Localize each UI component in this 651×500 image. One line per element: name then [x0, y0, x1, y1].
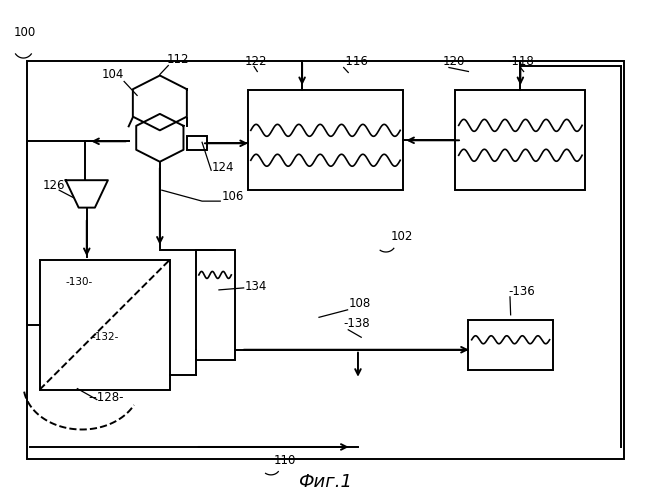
Text: 110: 110 [273, 454, 296, 467]
Bar [40, 260, 170, 390]
Text: 122: 122 [244, 54, 267, 68]
Text: 108: 108 [348, 298, 370, 310]
Bar [247, 90, 404, 190]
Text: 102: 102 [391, 230, 413, 243]
Text: 112: 112 [167, 53, 189, 66]
Bar [469, 320, 553, 370]
Text: -138: -138 [344, 318, 370, 330]
Text: Фиг.1: Фиг.1 [299, 473, 352, 491]
Text: -130-: -130- [66, 277, 93, 287]
Bar [456, 90, 585, 190]
Text: -132-: -132- [92, 332, 119, 342]
Text: -136: -136 [508, 285, 535, 298]
Text: 134: 134 [244, 280, 267, 293]
Text: 100: 100 [14, 26, 36, 38]
Text: 120: 120 [443, 54, 465, 68]
Text: --128-: --128- [89, 391, 124, 404]
Text: -118: -118 [507, 54, 534, 68]
Text: -116: -116 [342, 54, 368, 68]
Bar [27, 60, 624, 460]
Text: 106: 106 [221, 190, 244, 203]
Text: 124: 124 [212, 161, 234, 174]
Bar [187, 136, 206, 150]
Text: 126: 126 [43, 178, 65, 192]
Bar [195, 250, 234, 360]
Text: 104: 104 [102, 68, 124, 81]
